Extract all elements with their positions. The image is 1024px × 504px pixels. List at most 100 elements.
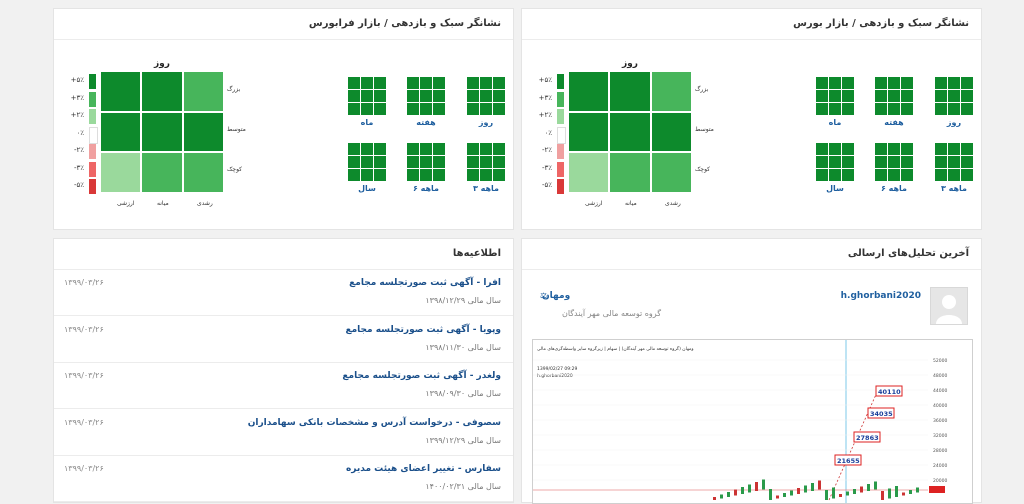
return-tile-5[interactable] (407, 143, 445, 181)
tile-label: ماه (828, 118, 842, 127)
analysis-chart-image[interactable]: ومهان (گروه توسعه مالی مهر آیندگان) | سه… (532, 339, 973, 504)
tile-cell (888, 77, 900, 89)
tile-label: ۳ ماهه (472, 184, 500, 193)
legend-label: +۵٪ (538, 76, 552, 84)
tile-label: ۶ ماهه (880, 184, 908, 193)
legend-swatch (89, 91, 96, 107)
tile-cell (493, 143, 505, 155)
announcement-title[interactable]: سصوفی - درخواست آدرس و مشخصات بانکی سهام… (247, 417, 501, 428)
return-tile-1[interactable] (467, 77, 505, 115)
style-box-cell (569, 72, 609, 111)
return-tile-3[interactable] (816, 77, 854, 115)
return-tile-5[interactable] (875, 143, 913, 181)
price-label-box (875, 385, 903, 397)
announcement-row[interactable]: وپویا - آگهی ثبت صورتجلسه مجامع سال مالی … (54, 317, 513, 363)
tile-cell (433, 156, 445, 168)
tile-cell (888, 169, 900, 181)
tile-cell (348, 77, 360, 89)
tile-cell (961, 103, 973, 115)
style-box-grid[interactable] (101, 72, 223, 192)
tile-cell (480, 90, 492, 102)
price-chart: ومهان (گروه توسعه مالی مهر آیندگان) | سه… (533, 340, 947, 503)
tile-cell (948, 143, 960, 155)
announcement-row[interactable]: افرا - آگهی ثبت صورتجلسه مجامع سال مالی ۱… (54, 270, 513, 316)
announcement-fiscal-year: سال مالی ۱۳۹۹/۱۲/۲۹ (425, 435, 501, 445)
return-tile-6[interactable] (348, 143, 386, 181)
symbol-icon: ⚖ (540, 291, 548, 300)
tile-cell (948, 77, 960, 89)
chart-date: 1399/02/27 09:29 (537, 366, 577, 372)
legend-label: -۳٪ (73, 163, 84, 172)
chart-candle (881, 491, 884, 500)
announcement-date: ۱۳۹۹/۰۳/۲۶ (64, 464, 104, 473)
tile-cell (467, 169, 479, 181)
tile-cell (433, 90, 445, 102)
chart-candle (916, 487, 919, 493)
post-username[interactable]: h.ghorbani2020 (840, 291, 921, 301)
analyses-title: آخرین تحلیل‌های ارسالی (522, 239, 981, 270)
chart-candle (713, 497, 716, 500)
return-tile-2[interactable] (407, 77, 445, 115)
legend-swatch (557, 144, 564, 159)
tile-cell (961, 143, 973, 155)
tile-cell (374, 169, 386, 181)
tile-cell (420, 103, 432, 115)
return-tile-6[interactable] (816, 143, 854, 181)
announcement-date: ۱۳۹۹/۰۳/۲۶ (64, 324, 104, 334)
tile-cell (361, 103, 373, 115)
announcement-title[interactable]: سفارس - تغییر اعضای هیئت مدیره (345, 464, 501, 474)
tile-cell (875, 156, 887, 168)
tile-cell (901, 103, 913, 115)
avatar[interactable] (930, 287, 968, 325)
tile-cell (348, 169, 360, 181)
announcement-date: ۱۳۹۹/۰۳/۲۶ (64, 371, 104, 380)
chart-y-tick: 28000 (933, 448, 947, 454)
return-tile-4[interactable] (467, 143, 505, 181)
legend-swatch (89, 109, 96, 124)
tse-panel-title: نشانگر سبک و بازدهی / بازار بورس (522, 9, 981, 40)
chart-candle (888, 488, 891, 499)
announcement-title[interactable]: وپویا - آگهی ثبت صورتجلسه مجامع (345, 324, 501, 335)
tile-cell (948, 90, 960, 102)
post-symbol[interactable]: ومهان (542, 291, 571, 301)
tile-cell (480, 143, 492, 155)
tile-cell (875, 90, 887, 102)
return-tile-1[interactable] (935, 77, 973, 115)
tile-cell (935, 143, 947, 155)
tile-cell (433, 169, 445, 181)
style-label: ارزشی (117, 200, 135, 207)
tile-cell (842, 103, 854, 115)
style-box-cell (651, 72, 691, 111)
tile-cell (467, 103, 479, 115)
size-label: بزرگ (227, 86, 241, 93)
announcement-row[interactable]: سصوفی - درخواست آدرس و مشخصات بانکی سهام… (54, 410, 513, 456)
chart-candle (818, 480, 821, 490)
tile-cell (816, 143, 828, 155)
legend-swatch (557, 161, 564, 177)
chart-candle (720, 494, 723, 499)
tile-label: روز (478, 118, 494, 127)
chart-candle (790, 490, 793, 496)
tile-cell (480, 103, 492, 115)
style-box-grid[interactable] (569, 72, 691, 192)
tile-label: روز (946, 118, 962, 127)
announcement-title[interactable]: افرا - آگهی ثبت صورتجلسه مجامع (349, 278, 501, 288)
announcement-row[interactable]: ولغدر - آگهی ثبت صورتجلسه مجامع سال مالی … (54, 363, 513, 409)
return-tile-2[interactable] (875, 77, 913, 115)
tile-cell (842, 156, 854, 168)
legend-label: +۲٪ (70, 111, 84, 119)
tile-cell (829, 103, 841, 115)
post-company: گروه توسعه مالی مهر آیندگان (561, 309, 661, 318)
user-silhouette-icon (936, 295, 962, 324)
announcement-title[interactable]: ولغدر - آگهی ثبت صورتجلسه مجامع (342, 371, 501, 381)
return-tile-4[interactable] (935, 143, 973, 181)
divider (54, 408, 513, 409)
chart-candle (839, 494, 842, 497)
tile-cell (935, 169, 947, 181)
tile-cell (935, 77, 947, 89)
return-tile-3[interactable] (348, 77, 386, 115)
legend-swatch (557, 91, 564, 107)
tile-cell (961, 77, 973, 89)
announcement-row[interactable]: سفارس - تغییر اعضای هیئت مدیره سال مالی ۱… (54, 456, 513, 502)
tile-cell (875, 103, 887, 115)
